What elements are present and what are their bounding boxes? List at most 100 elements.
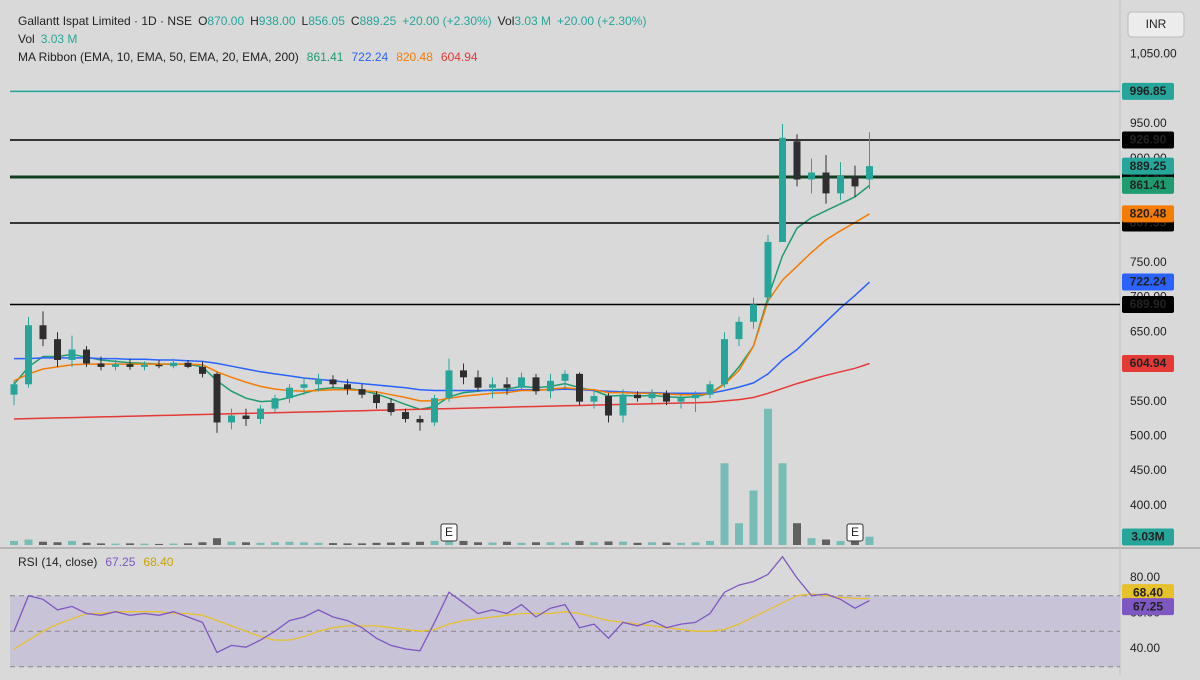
candle-body xyxy=(750,304,757,322)
candle-body xyxy=(373,394,380,404)
volume-bar xyxy=(416,541,424,545)
ma-value: 861.41 xyxy=(307,50,344,64)
ma-line xyxy=(13,362,870,420)
level-tag-bg xyxy=(1122,131,1174,149)
candle-body xyxy=(83,349,90,364)
level-tag: 996.85 xyxy=(1130,84,1167,98)
volume-bar xyxy=(575,540,584,545)
candle-body xyxy=(648,393,656,399)
candle-body xyxy=(97,363,105,367)
candle-body xyxy=(431,398,438,423)
candle-body xyxy=(286,387,293,399)
volume-bar xyxy=(271,542,279,545)
ohlc-key: H xyxy=(250,14,259,28)
volume-bar xyxy=(256,542,265,545)
candle-body xyxy=(155,364,163,367)
volume-bar xyxy=(198,542,207,545)
volume-bar xyxy=(97,543,105,545)
candle-body xyxy=(677,398,685,402)
volume-bar xyxy=(184,543,192,545)
vol-key: Vol xyxy=(18,32,35,46)
ma-title: MA Ribbon (EMA, 10, EMA, 50, EMA, 20, EM… xyxy=(18,50,299,64)
volume-bar xyxy=(459,540,468,545)
ohlc-value: 889.25 xyxy=(360,14,397,28)
volume-bar xyxy=(358,543,366,545)
candle-body xyxy=(199,366,206,374)
volume-bar xyxy=(140,543,149,545)
event-marker[interactable] xyxy=(440,523,458,542)
candle-body xyxy=(547,380,554,392)
rsi-tick-label: 40.00 xyxy=(1130,641,1160,655)
ohlc-key: C xyxy=(351,14,360,28)
candle-body xyxy=(387,403,395,413)
candle-body xyxy=(808,172,815,180)
vol-key: Vol xyxy=(498,14,515,28)
volume-bar xyxy=(488,542,497,545)
ohlc-key: O xyxy=(198,14,207,28)
ma-tag-bg xyxy=(1122,176,1174,194)
volume-bar xyxy=(706,540,714,545)
volume-bar xyxy=(401,542,410,545)
volume-bar xyxy=(807,538,816,545)
rsi-ma-value: 68.40 xyxy=(143,555,173,569)
level-tag: 926.90 xyxy=(1130,133,1167,147)
volume-bar xyxy=(822,539,830,545)
volume-bar xyxy=(53,542,62,545)
rsi-line xyxy=(13,555,870,654)
candle-body xyxy=(170,362,177,367)
candle-body xyxy=(489,384,496,388)
y-tick-label: 400.00 xyxy=(1130,498,1167,512)
event-marker[interactable] xyxy=(846,523,864,542)
volume-bar xyxy=(343,543,352,545)
currency-button[interactable] xyxy=(1127,11,1185,38)
volume-bar xyxy=(691,542,700,545)
symbol-title: Gallantt Ispat Limited · 1D · NSE xyxy=(18,14,192,28)
volume-bar xyxy=(546,542,555,545)
level-tag: 689.90 xyxy=(1130,297,1167,311)
ma-tag: 604.94 xyxy=(1130,356,1167,370)
candle-body xyxy=(706,384,714,395)
volume-bar xyxy=(300,542,308,545)
ma-line xyxy=(14,281,871,395)
volume-bar xyxy=(561,542,569,545)
event-label[interactable]: E xyxy=(445,525,453,539)
candle-body xyxy=(605,396,612,416)
event-label[interactable]: E xyxy=(851,525,859,539)
volume-bar xyxy=(227,541,236,545)
candle-body xyxy=(518,377,525,388)
candle-body xyxy=(315,379,322,385)
volume-bar xyxy=(126,543,134,545)
rsi-tag-bg xyxy=(1122,598,1174,616)
candle-body xyxy=(300,384,308,388)
volume-bar xyxy=(387,542,395,545)
volume-bar xyxy=(619,541,627,545)
ma-tag: 820.48 xyxy=(1130,207,1167,221)
candle-body xyxy=(184,362,192,367)
candle-body xyxy=(822,172,830,194)
vol-change: +20.00 (+2.30%) xyxy=(557,14,646,28)
close-tag: 889.25 xyxy=(1130,159,1167,173)
volume-bar xyxy=(430,540,439,545)
ma-value: 722.24 xyxy=(351,50,388,64)
candle-body xyxy=(112,364,119,367)
volume-bar xyxy=(111,543,120,545)
volume-bar xyxy=(662,542,671,545)
level-tag-bg xyxy=(1122,82,1174,100)
volume-bar xyxy=(749,490,758,545)
y-tick-label: 1,050.00 xyxy=(1130,47,1177,61)
volume-bar xyxy=(677,542,685,545)
legend-line: Gallantt Ispat Limited · 1D · NSE O870.00… xyxy=(18,14,646,28)
candle-body xyxy=(793,141,801,180)
volume-tag-bg xyxy=(1122,528,1174,546)
candle-body xyxy=(358,389,366,395)
candle-body xyxy=(619,394,627,416)
currency-label[interactable]: INR xyxy=(1146,17,1167,31)
volume-bar xyxy=(213,538,221,545)
volume-bar xyxy=(836,540,845,545)
candle-body xyxy=(416,418,424,423)
vol-value: 3.03 M xyxy=(514,14,551,28)
volume-bar xyxy=(329,543,337,545)
ma-value: 604.94 xyxy=(441,50,478,64)
volume-bar xyxy=(865,536,874,545)
